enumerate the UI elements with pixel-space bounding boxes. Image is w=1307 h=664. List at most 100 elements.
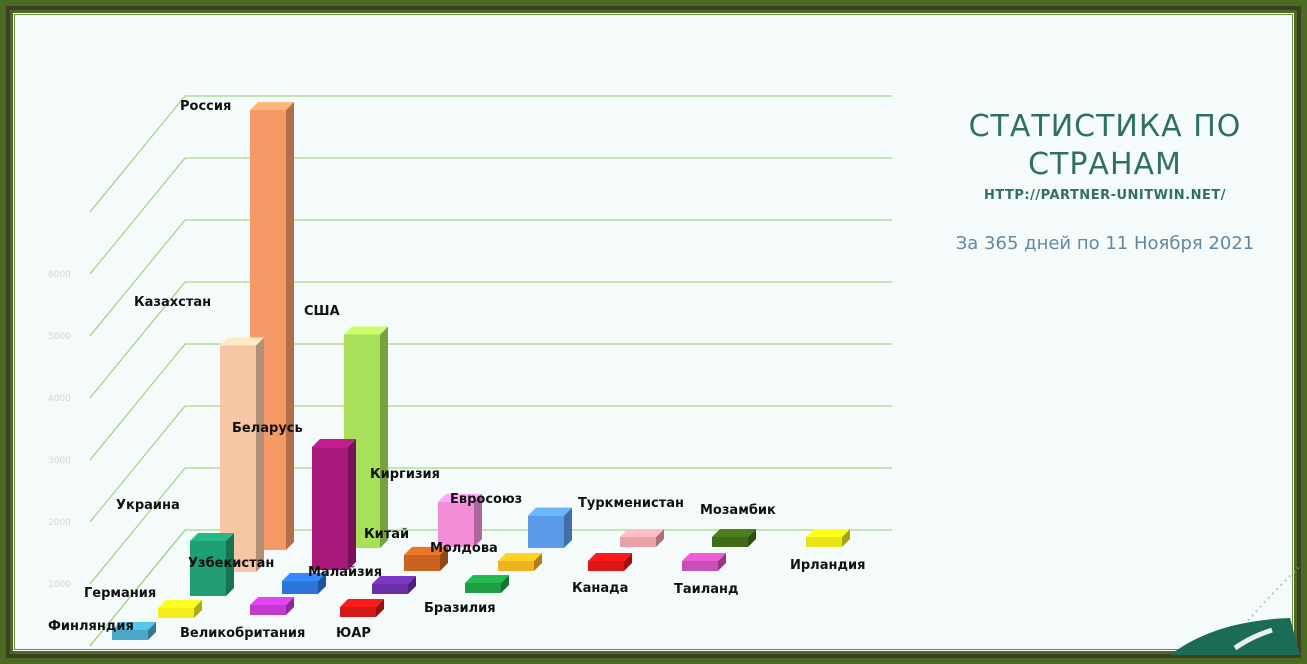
category-label: Бразилия — [424, 601, 496, 616]
bar-top-face — [712, 529, 756, 537]
bar-9 — [372, 576, 416, 594]
bar-front-face — [620, 537, 656, 547]
category-label: Германия — [84, 586, 156, 601]
bar-front-face — [438, 501, 474, 547]
bar-side-face — [718, 553, 726, 571]
bar-front-face — [528, 515, 564, 548]
bar-top-face — [682, 553, 726, 561]
bar-side-face — [564, 507, 572, 548]
bar-top-face — [588, 553, 632, 561]
category-label: Киргизия — [370, 467, 440, 482]
bar-side-face — [748, 529, 756, 547]
category-label: Евросоюз — [450, 492, 522, 507]
bar-front-face — [312, 447, 348, 570]
bar-side-face — [501, 575, 509, 593]
bar-top-face — [620, 529, 664, 537]
bar-front-face — [712, 537, 748, 547]
bar-top-face — [465, 575, 509, 583]
bar-18 — [438, 493, 482, 547]
y-tick-label: 4000 — [48, 394, 71, 404]
gridline — [89, 219, 892, 337]
category-label: Таиланд — [674, 582, 739, 597]
gridline — [89, 157, 892, 275]
gridline — [89, 467, 892, 585]
category-label: Узбекистан — [188, 556, 274, 571]
gridline — [89, 281, 892, 399]
bar-top-face — [112, 622, 156, 630]
bar-top-face — [340, 599, 384, 607]
bar-1 — [112, 622, 156, 640]
bar-10 — [498, 553, 542, 571]
y-tick-label: 5000 — [48, 332, 71, 342]
bar-top-face — [404, 546, 448, 555]
bar-side-face — [256, 337, 264, 572]
bar-6 — [682, 553, 726, 571]
bar-front-face — [588, 561, 624, 571]
bar-top-face — [372, 576, 416, 584]
bar-side-face — [656, 529, 664, 547]
floor-edge — [89, 529, 186, 647]
period-subtitle: За 365 дней по 11 Ноября 2021 — [955, 233, 1255, 254]
bar-8 — [158, 600, 202, 618]
bar-top-face — [312, 439, 356, 448]
bar-15 — [528, 507, 572, 548]
bar-11 — [620, 529, 664, 547]
category-label: Россия — [180, 99, 231, 114]
bar-front-face — [682, 561, 718, 571]
source-url[interactable]: HTTP://PARTNER-UNITWIN.NET/ — [983, 188, 1226, 203]
bar-front-face — [404, 554, 440, 571]
bar-top-face — [190, 533, 234, 541]
bar-side-face — [474, 493, 482, 547]
bar-front-face — [190, 541, 226, 596]
bar-top-face — [282, 573, 326, 582]
bar-front-face — [158, 608, 194, 618]
category-label: ЮАР — [336, 626, 371, 641]
bar-side-face — [842, 529, 850, 547]
bar-side-face — [534, 553, 542, 571]
gridline — [89, 95, 892, 213]
bar-front-face — [340, 607, 376, 617]
category-label: Китай — [364, 527, 409, 542]
bar-14 — [404, 546, 448, 571]
bar-top-face — [158, 600, 202, 608]
bar-front-face — [498, 561, 534, 571]
bar-side-face — [226, 533, 234, 596]
bar-side-face — [348, 439, 356, 570]
bar-side-face — [148, 622, 156, 640]
bar-front-face — [282, 581, 318, 594]
category-label: Ирландия — [790, 558, 865, 573]
logo-swoosh-shape — [1170, 618, 1300, 655]
bar-top-face — [806, 529, 850, 537]
category-label: Молдова — [430, 541, 498, 556]
category-label: Казахстан — [134, 295, 211, 310]
bar-side-face — [318, 573, 326, 594]
y-tick-label: 3000 — [48, 456, 71, 466]
slide-title: СТАТИСТИКА ПО СТРАНАМ — [968, 109, 1242, 182]
bar-side-face — [194, 600, 202, 618]
category-label: Мозамбик — [700, 503, 776, 518]
frame-border-middle — [6, 6, 1301, 658]
bar-side-face — [376, 599, 384, 617]
bar-top-face — [528, 507, 572, 516]
category-label: Беларусь — [232, 421, 303, 436]
y-tick-label: 6000 — [48, 270, 71, 280]
bar-side-face — [380, 326, 388, 548]
bar-top-face — [344, 326, 388, 335]
bar-3 — [340, 599, 384, 617]
logo-swoosh-highlight — [1233, 627, 1273, 651]
bar-side-face — [286, 597, 294, 615]
gridline — [89, 343, 892, 461]
bar-top-face — [438, 493, 482, 502]
bar-side-face — [440, 546, 448, 571]
bar-12 — [712, 529, 756, 547]
bar-front-face — [372, 584, 408, 594]
y-tick-label: 1000 — [48, 580, 71, 590]
category-label: Великобритания — [180, 626, 305, 641]
bar-5 — [588, 553, 632, 571]
category-label: Украина — [116, 498, 180, 513]
category-label: Канада — [572, 581, 628, 596]
bar-top-face — [250, 102, 294, 110]
chart-grid: 1000 2000 3000 4000 5000 6000 — [48, 95, 892, 647]
